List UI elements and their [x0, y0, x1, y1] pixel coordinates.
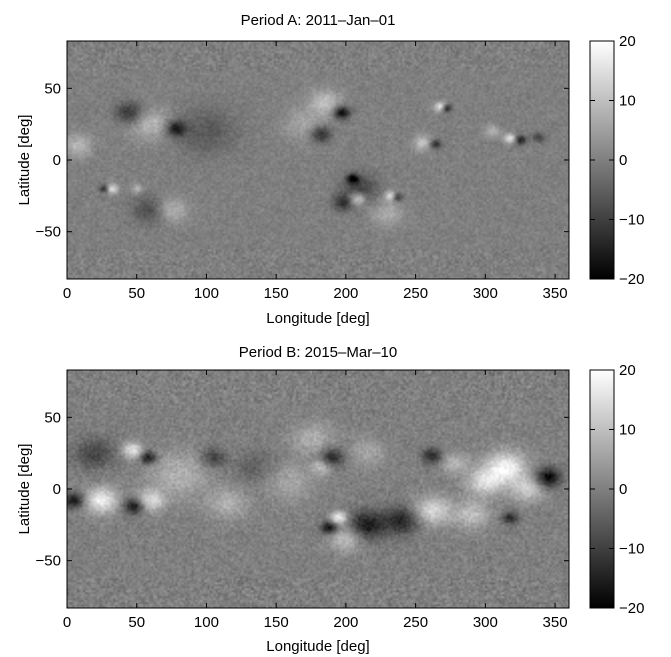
panel-a-colorbar-tick-label: −10 — [619, 212, 644, 229]
panel-a-colorbar-ticks: 20 10 0 −10 −20 — [590, 33, 644, 288]
panel-b-title: Period B: 2015–Mar–10 — [239, 344, 397, 361]
panel-b-heatmap-image — [67, 370, 569, 608]
panel-b-ticks: 0 50 100 150 200 250 300 350 50 0 −50 — [36, 370, 569, 631]
panel-a-y-label: Latitude [deg] — [16, 115, 33, 206]
panel-a-colorbar-tick-label: 20 — [619, 33, 636, 50]
panel-b-x-label: Longitude [deg] — [266, 638, 369, 655]
panel-a-title: Period A: 2011–Jan–01 — [241, 12, 396, 29]
panel-b-colorbar-tick-label: −20 — [619, 600, 644, 617]
panel-b-x-tick-label: 50 — [128, 614, 145, 631]
panel-b-colorbar-tick-label: 10 — [619, 422, 636, 439]
panel-a-x-tick-label: 200 — [333, 285, 358, 302]
panel-a-colorbar-tick-label: 0 — [619, 152, 627, 169]
panel-a-x-tick-label: 100 — [194, 285, 219, 302]
panel-b-colorbar-tick-label: 20 — [619, 362, 636, 379]
panel-a-x-tick-label: 250 — [403, 285, 428, 302]
panel-b-y-tick-label: 50 — [44, 409, 61, 426]
panel-a-x-tick-label: 150 — [264, 285, 289, 302]
panel-b-y-label: Latitude [deg] — [16, 444, 33, 535]
panel-a-x-tick-label: 300 — [473, 285, 498, 302]
panel-b-y-tick-label: 0 — [53, 481, 61, 498]
panel-b-colorbar-ticks: 20 10 0 −10 −20 — [590, 362, 644, 617]
panel-b-colorbar-tick-label: −10 — [619, 541, 644, 558]
panel-b-x-tick-label: 100 — [194, 614, 219, 631]
panel-b-x-tick-label: 0 — [63, 614, 71, 631]
panel-a: Period A: 2011–Jan–01 0 50 100 150 200 250 300… — [16, 12, 644, 327]
panel-b-x-tick-label: 200 — [333, 614, 358, 631]
panel-b: Period B: 2015–Mar–10 0 50 100 150 200 250 300… — [16, 344, 644, 655]
panel-b-x-tick-label: 350 — [543, 614, 568, 631]
panel-a-ticks: 0 50 100 150 200 250 300 350 50 0 −50 — [36, 41, 569, 302]
panel-a-y-tick-label: −50 — [36, 224, 61, 241]
panel-a-x-tick-label: 0 — [63, 285, 71, 302]
panel-a-y-tick-label: 50 — [44, 80, 61, 97]
panel-a-colorbar-tick-label: −20 — [619, 271, 644, 288]
panel-b-y-tick-label: −50 — [36, 553, 61, 570]
panel-b-x-tick-label: 150 — [264, 614, 289, 631]
panel-b-colorbar-tick-label: 0 — [619, 481, 627, 498]
panel-a-x-tick-label: 50 — [128, 285, 145, 302]
panel-b-x-tick-label: 250 — [403, 614, 428, 631]
panel-a-heatmap-image — [67, 41, 569, 279]
panel-a-x-tick-label: 350 — [543, 285, 568, 302]
panel-a-colorbar-tick-label: 10 — [619, 93, 636, 110]
panel-b-x-tick-label: 300 — [473, 614, 498, 631]
panel-a-x-label: Longitude [deg] — [266, 310, 369, 327]
panel-a-y-tick-label: 0 — [53, 152, 61, 169]
